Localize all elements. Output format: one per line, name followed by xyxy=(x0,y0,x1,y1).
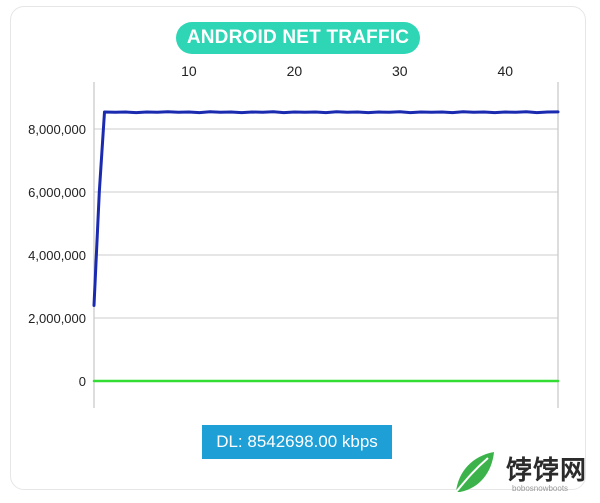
watermark-subtext: bobosnowboots xyxy=(512,484,569,493)
download-series-line xyxy=(92,110,560,307)
watermark: 饽饽网 bobosnowboots xyxy=(448,446,598,498)
y-tick-label: 6,000,000 xyxy=(28,185,86,200)
y-tick-label: 4,000,000 xyxy=(28,248,86,263)
leaf-logo-icon xyxy=(455,452,494,493)
x-tick-label: 10 xyxy=(181,63,197,79)
y-tick-label: 8,000,000 xyxy=(28,122,86,137)
chart-title: ANDROID NET TRAFFIC xyxy=(176,22,420,54)
y-tick-label: 2,000,000 xyxy=(28,311,86,326)
chart-card xyxy=(10,6,586,490)
x-tick-label: 20 xyxy=(287,63,303,79)
x-tick-label: 30 xyxy=(392,63,408,79)
download-speed-badge: DL: 8542698.00 kbps xyxy=(202,425,392,459)
y-tick-label: 0 xyxy=(79,374,86,389)
watermark-text: 饽饽网 xyxy=(506,456,588,486)
x-tick-label: 40 xyxy=(497,63,513,79)
